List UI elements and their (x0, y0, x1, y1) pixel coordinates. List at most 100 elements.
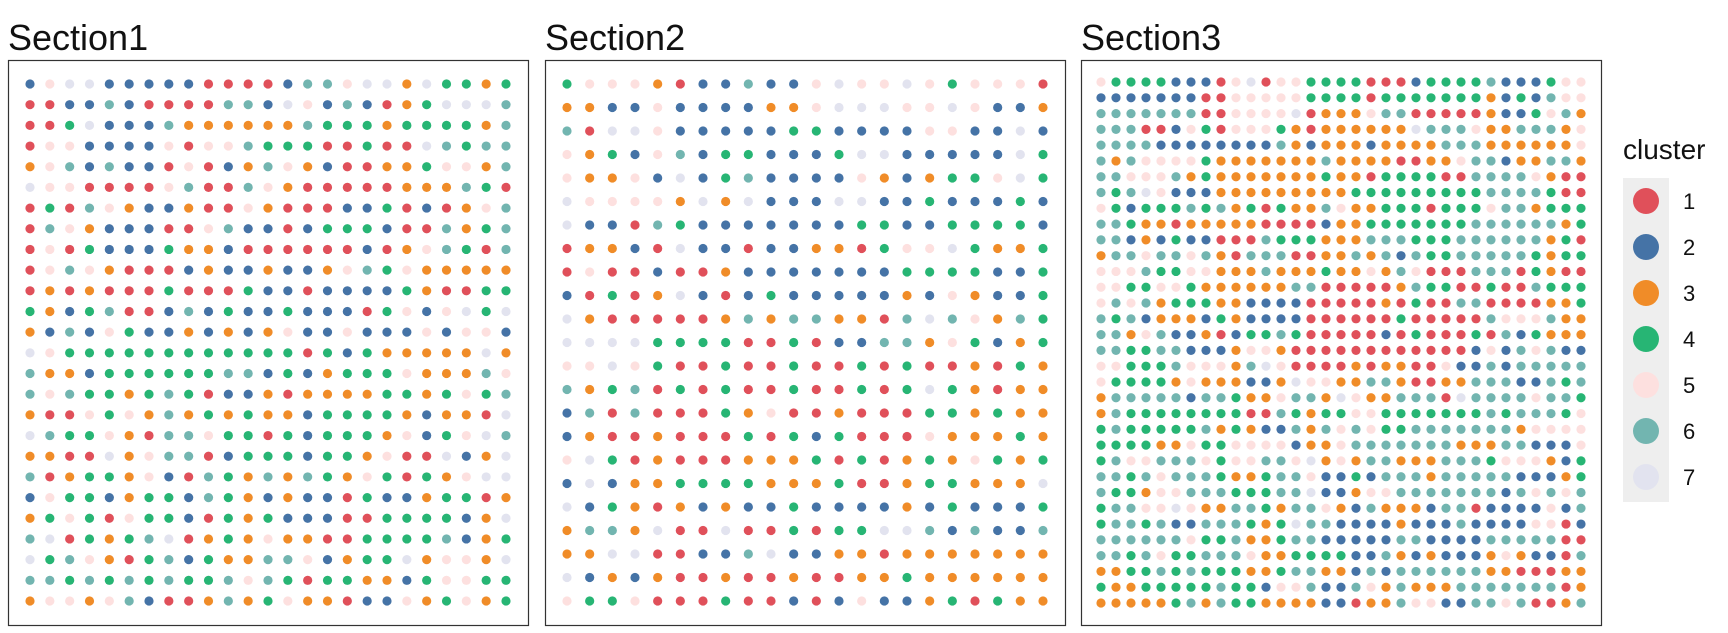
spot-cluster-6 (1576, 487, 1586, 498)
spot-cluster-1 (607, 431, 617, 442)
spot-cluster-3 (1276, 551, 1286, 561)
spot-cluster-3 (501, 265, 511, 275)
spot-cluster-3 (303, 162, 313, 172)
spot-cluster-7 (630, 337, 640, 348)
spot-cluster-6 (1096, 330, 1106, 340)
spot-cluster-3 (1351, 266, 1361, 277)
spot-cluster-5 (1531, 172, 1541, 182)
spot-cluster-1 (879, 384, 889, 395)
spot-cluster-4 (1426, 77, 1436, 87)
spot-cluster-5 (45, 389, 55, 399)
spot-cluster-2 (879, 126, 889, 136)
spot-cluster-2 (1171, 77, 1181, 87)
spot-cluster-6 (223, 368, 233, 379)
spot-cluster-3 (104, 265, 114, 275)
spot-cluster-4 (925, 196, 935, 207)
spot-cluster-6 (1441, 487, 1451, 498)
spot-cluster-1 (203, 162, 214, 172)
spot-cluster-4 (857, 384, 867, 395)
spot-cluster-7 (766, 549, 776, 559)
spot-cluster-1 (124, 182, 134, 192)
spot-cluster-3 (857, 314, 867, 324)
spot-cluster-6 (1171, 535, 1181, 545)
spot-cluster-7 (675, 243, 685, 254)
spot-cluster-5 (283, 327, 293, 337)
spot-cluster-7 (925, 314, 935, 324)
spot-cluster-4 (1336, 408, 1346, 419)
spot-cluster-5 (1171, 282, 1181, 292)
spot-cluster-6 (1171, 472, 1181, 482)
spot-cluster-2 (585, 572, 595, 583)
spot-cluster-3 (1546, 251, 1556, 261)
spot-cluster-4 (1141, 361, 1151, 371)
spot-cluster-6 (562, 384, 572, 395)
spot-cluster-7 (1306, 456, 1316, 466)
spot-cluster-2 (322, 493, 333, 503)
spot-cluster-1 (362, 182, 372, 192)
spot-cluster-1 (1396, 298, 1406, 308)
spot-cluster-6 (1171, 456, 1181, 466)
spot-cluster-4 (84, 244, 95, 255)
spot-cluster-4 (1201, 535, 1211, 545)
spot-cluster-4 (1186, 282, 1196, 292)
spot-cluster-4 (1111, 377, 1121, 387)
spot-cluster-3 (223, 120, 233, 130)
spot-cluster-1 (653, 549, 663, 559)
spot-cluster-5 (1186, 535, 1196, 545)
spot-cluster-2 (1246, 140, 1256, 150)
spot-cluster-6 (501, 389, 511, 399)
spot-cluster-1 (1396, 77, 1406, 87)
spot-cluster-2 (1171, 93, 1181, 103)
spot-cluster-3 (607, 243, 617, 254)
spot-cluster-2 (1381, 535, 1391, 545)
spot-cluster-3 (789, 102, 799, 113)
spot-cluster-4 (1111, 314, 1121, 324)
spot-cluster-6 (1111, 393, 1121, 403)
spot-cluster-6 (1096, 472, 1106, 482)
spot-cluster-3 (461, 368, 471, 379)
spot-cluster-4 (1261, 503, 1271, 513)
spot-cluster-4 (342, 120, 352, 130)
spot-cluster-7 (461, 100, 471, 110)
spot-cluster-6 (1471, 235, 1481, 245)
spot-cluster-1 (1366, 361, 1376, 371)
spot-cluster-2 (1096, 93, 1106, 103)
spot-cluster-4 (1171, 235, 1181, 245)
legend-label: 1 (1683, 189, 1695, 214)
spot-cluster-4 (1501, 408, 1511, 419)
spot-cluster-7 (25, 430, 35, 441)
spot-cluster-6 (1486, 424, 1496, 434)
spot-cluster-2 (243, 327, 253, 337)
spot-cluster-2 (721, 243, 731, 254)
spot-cluster-4 (1471, 330, 1481, 340)
spot-cluster-3 (1561, 472, 1571, 482)
spot-cluster-6 (1276, 487, 1286, 498)
spot-cluster-3 (1291, 598, 1301, 608)
spot-cluster-2 (1381, 519, 1391, 529)
spot-cluster-5 (1531, 456, 1541, 466)
spot-cluster-6 (1516, 598, 1526, 608)
spot-cluster-2 (811, 267, 821, 277)
spot-cluster-3 (721, 572, 731, 583)
spot-cluster-4 (1186, 408, 1196, 419)
spot-cluster-3 (1111, 156, 1121, 166)
spot-cluster-2 (1171, 124, 1181, 134)
spot-cluster-3 (1381, 140, 1391, 150)
spot-cluster-3 (721, 502, 731, 512)
spot-cluster-6 (1291, 393, 1301, 403)
spot-cluster-4 (124, 327, 134, 337)
spot-cluster-6 (65, 555, 75, 565)
spot-cluster-4 (1351, 77, 1361, 87)
spot-cluster-1 (402, 472, 412, 482)
spot-cluster-6 (1561, 156, 1571, 166)
spot-cluster-1 (1216, 124, 1226, 134)
spot-cluster-6 (1381, 251, 1391, 261)
spot-cluster-6 (342, 100, 352, 110)
spot-cluster-6 (1306, 535, 1316, 545)
spot-cluster-7 (562, 337, 572, 348)
spot-cluster-6 (1111, 298, 1121, 308)
spot-cluster-4 (243, 348, 253, 358)
spot-cluster-1 (970, 596, 980, 606)
spot-cluster-2 (698, 149, 708, 160)
spot-cluster-2 (144, 162, 154, 172)
